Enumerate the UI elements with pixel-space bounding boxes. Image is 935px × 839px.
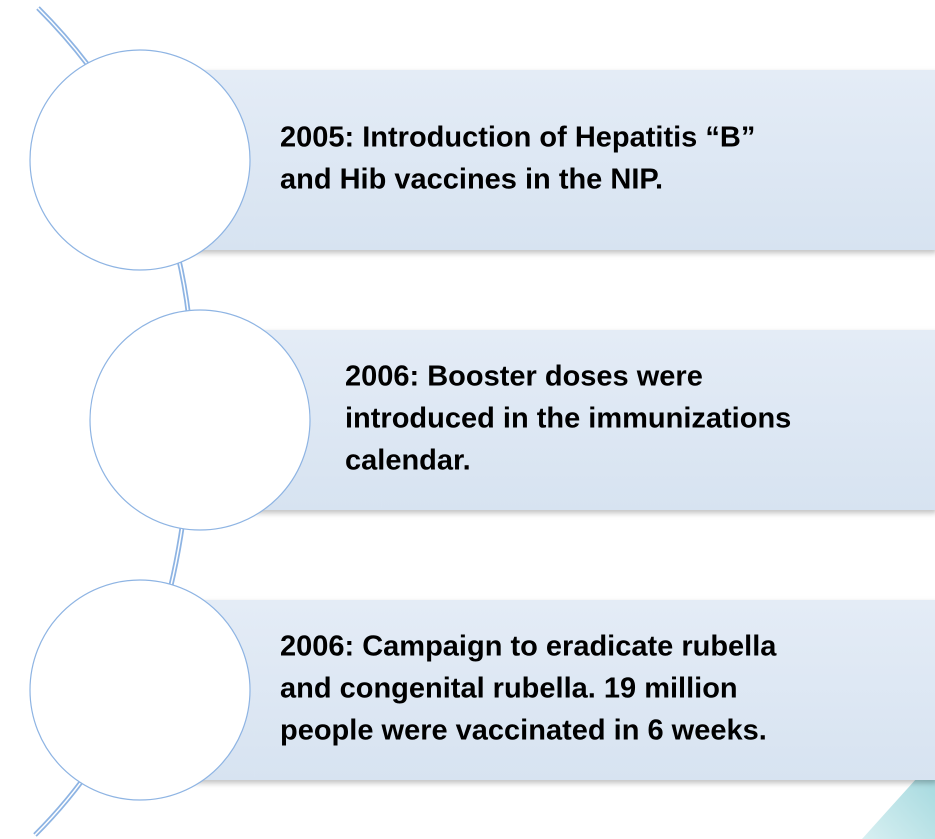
item-text: calendar.	[345, 445, 471, 477]
item-box	[250, 330, 935, 510]
item-text: and congenital rubella. 19 million	[280, 673, 738, 705]
item-text: 2005: Introduction of Hepatitis “B”	[280, 122, 755, 154]
timeline-item: 2005: Introduction of Hepatitis “B” and H…	[29, 49, 935, 271]
item-box	[190, 70, 935, 250]
item-circle	[29, 49, 251, 271]
timeline-item: 2006: Campaign to eradicate rubella and c…	[29, 579, 935, 801]
timeline-item: 2006: Booster doses were introduced in th…	[89, 309, 935, 531]
item-circle	[89, 309, 311, 531]
item-text: introduced in the immunizations	[345, 403, 791, 435]
item-text: people were vaccinated in 6 weeks.	[280, 715, 767, 747]
item-box	[190, 600, 935, 780]
item-circle	[29, 579, 251, 801]
items: 2005: Introduction of Hepatitis “B” and H…	[29, 49, 935, 801]
item-text: 2006: Campaign to eradicate rubella	[280, 631, 777, 663]
item-text: 2006: Booster doses were	[345, 361, 703, 393]
item-text: and Hib vaccines in the NIP.	[280, 164, 663, 196]
